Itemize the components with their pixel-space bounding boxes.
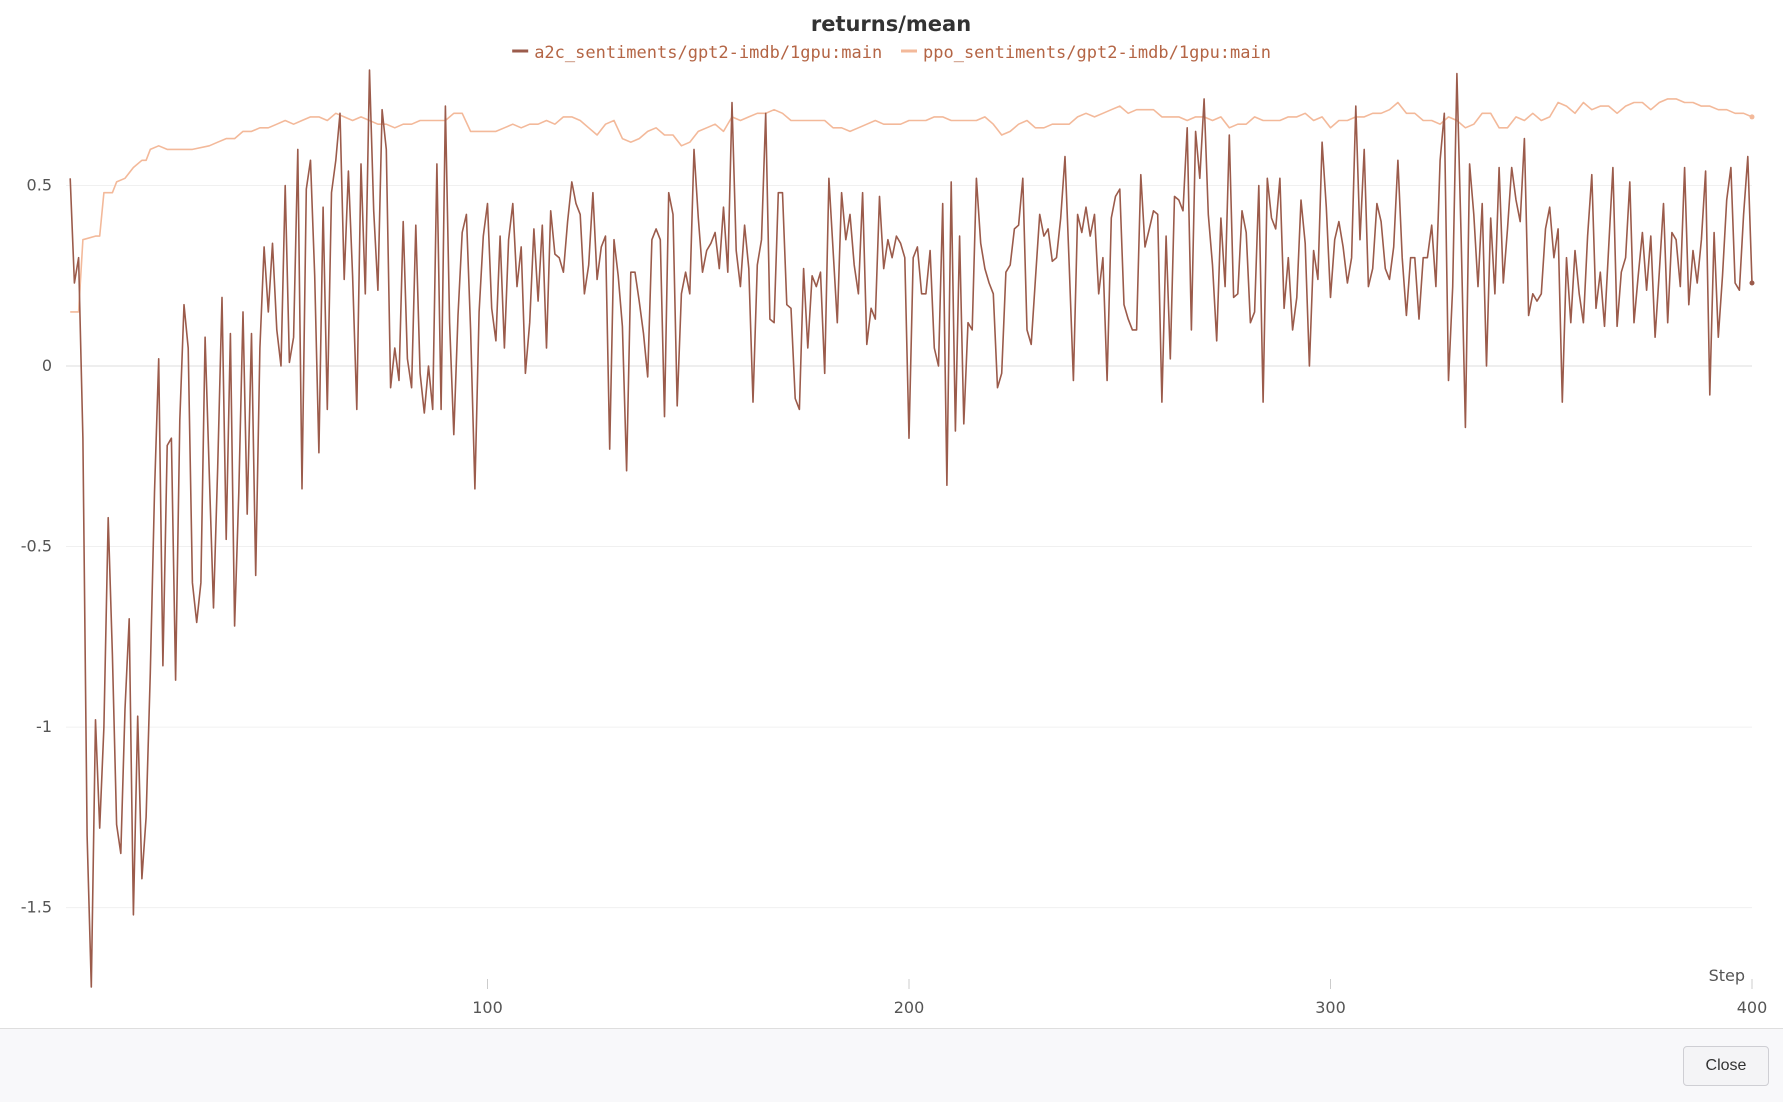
y-tick-label: 0.5 xyxy=(27,176,52,195)
y-tick-label: -0.5 xyxy=(21,537,52,556)
x-axis-ticks: 100 200 300 400 xyxy=(472,979,1767,1017)
x-tick-label: 400 xyxy=(1737,998,1768,1017)
y-tick-label: 0 xyxy=(42,356,52,375)
x-tick-label: 100 xyxy=(472,998,503,1017)
series-end-point xyxy=(1749,114,1755,120)
x-tick-label: 200 xyxy=(894,998,925,1017)
y-axis-ticks: 0.5 0 -0.5 -1 -1.5 xyxy=(21,176,52,917)
footer-bar: Close xyxy=(0,1028,1783,1102)
series-end-point xyxy=(1749,280,1755,286)
series-line xyxy=(70,98,1753,313)
chart-legend: a2c_sentiments/gpt2-imdb/1gpu:main ppo_se… xyxy=(512,43,1271,63)
chart-panel: returns/mean a2c_sentiments/gpt2-imdb/1g… xyxy=(21,12,1767,1017)
legend-label: a2c_sentiments/gpt2-imdb/1gpu:main xyxy=(534,43,882,63)
x-axis-label: Step xyxy=(1709,966,1745,985)
gridlines xyxy=(66,185,1752,909)
y-tick-label: -1 xyxy=(36,717,52,736)
close-button[interactable]: Close xyxy=(1683,1046,1769,1086)
y-tick-label: -1.5 xyxy=(21,898,52,917)
x-tick-label: 300 xyxy=(1315,998,1346,1017)
line-chart: returns/mean a2c_sentiments/gpt2-imdb/1g… xyxy=(21,12,1767,1017)
series-line xyxy=(69,69,1753,988)
series-layer xyxy=(69,69,1755,988)
chart-title: returns/mean xyxy=(811,12,971,36)
legend-label: ppo_sentiments/gpt2-imdb/1gpu:main xyxy=(923,43,1271,63)
